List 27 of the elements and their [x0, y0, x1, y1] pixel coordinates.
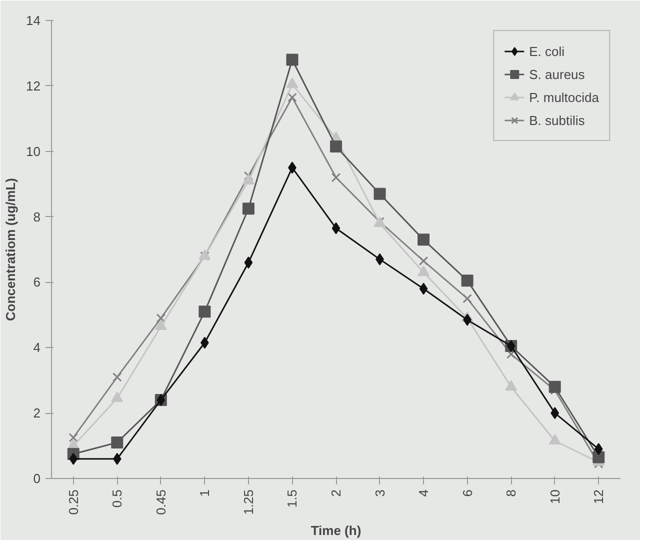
y-tick-label: 0	[33, 471, 41, 486]
x-tick-label: 4	[416, 489, 432, 497]
legend-label: S. aureus	[529, 66, 585, 82]
x-tick-label: 6	[460, 489, 475, 497]
y-tick-label: 2	[33, 406, 41, 421]
x-tick-label: 0.45	[153, 489, 168, 515]
y-tick-label: 8	[33, 209, 41, 224]
x-tick-label: 12	[591, 489, 606, 504]
legend-label: P. multocida	[529, 90, 599, 104]
y-axis-title: Concentratiom (ug/mL)	[3, 178, 18, 321]
y-tick-label: 6	[33, 274, 41, 290]
x-tick-label: 0.5	[110, 489, 125, 508]
legend-label: E. coli	[529, 44, 565, 58]
y-tick-label: 12	[26, 78, 41, 94]
x-axis-title: Time (h)	[310, 522, 362, 538]
x-tick-label: 10	[547, 489, 562, 504]
x-tick-label: 1.25	[240, 489, 256, 515]
x-tick-label: 8	[504, 489, 519, 497]
x-tick-label: 1.5	[284, 489, 300, 508]
x-tick-label: 1	[197, 489, 212, 497]
legend-label: B. subtilis	[529, 112, 585, 128]
x-tick-label: 2	[328, 489, 344, 497]
x-tick-label: 0.25	[66, 489, 81, 515]
y-tick-label: 14	[26, 13, 41, 28]
y-tick-label: 4	[33, 340, 41, 356]
y-tick-label: 10	[26, 144, 41, 159]
x-tick-label: 3	[372, 489, 388, 497]
